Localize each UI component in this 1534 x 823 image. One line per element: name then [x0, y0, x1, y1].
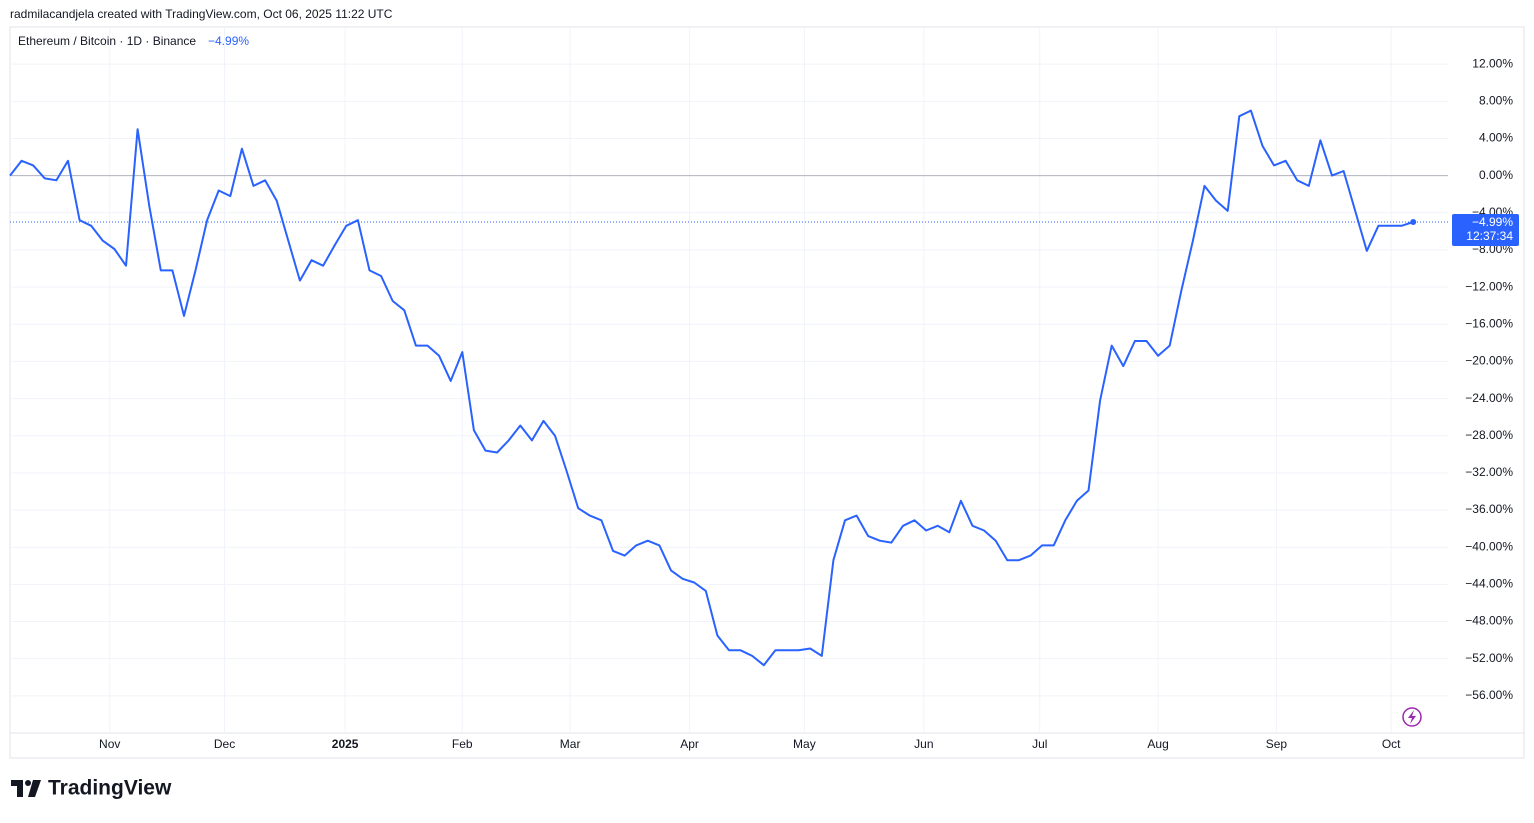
x-tick-label: Mar: [560, 737, 581, 751]
y-tick-label: −52.00%: [1465, 651, 1513, 665]
price-line: [9, 109, 1414, 667]
y-tick-label: −28.00%: [1465, 428, 1513, 442]
price-label-box: [1452, 213, 1519, 246]
flash-icon: [1402, 707, 1422, 727]
x-tick-label: Nov: [99, 737, 120, 751]
y-tick-label: −44.00%: [1465, 577, 1513, 591]
countdown: 12:37:34: [1466, 229, 1513, 243]
y-tick-label: −40.00%: [1465, 539, 1513, 553]
x-tick-label: May: [793, 737, 816, 751]
chart-frame: [9, 26, 1525, 759]
x-tick-label: Aug: [1147, 737, 1168, 751]
y-tick-label: 12.00%: [1472, 56, 1513, 70]
last-point: [1410, 218, 1417, 225]
y-tick-label: −48.00%: [1465, 614, 1513, 628]
y-tick-label: −12.00%: [1465, 279, 1513, 293]
y-tick-label: −24.00%: [1465, 391, 1513, 405]
x-tick-label: Apr: [680, 737, 699, 751]
x-tick-label: 2025: [332, 737, 359, 751]
y-tick-label: −56.00%: [1465, 688, 1513, 702]
x-tick-label: Jul: [1032, 737, 1047, 751]
price-label: −4.99%: [1472, 215, 1513, 229]
x-tick-label: Oct: [1382, 737, 1401, 751]
y-tick-label: −32.00%: [1465, 465, 1513, 479]
y-tick-label: −20.00%: [1465, 354, 1513, 368]
x-tick-label: Sep: [1266, 737, 1288, 751]
change-label: −4.99%: [208, 34, 249, 48]
header: radmilacandjela created with TradingView…: [10, 7, 393, 21]
x-tick-label: Dec: [214, 737, 235, 751]
y-tick-label: 4.00%: [1479, 131, 1513, 145]
y-tick-label: −16.00%: [1465, 316, 1513, 330]
x-tick-label: Jun: [914, 737, 933, 751]
y-tick-label: 8.00%: [1479, 93, 1513, 107]
grid: [10, 27, 1448, 733]
y-tick-label: 0.00%: [1479, 168, 1513, 182]
brand-name: TradingView: [48, 777, 172, 800]
chart-title: Ethereum / Bitcoin · 1D · Binance: [18, 34, 196, 48]
y-tick-label: −36.00%: [1465, 502, 1513, 516]
logo: [11, 780, 41, 797]
x-tick-label: Feb: [452, 737, 473, 751]
